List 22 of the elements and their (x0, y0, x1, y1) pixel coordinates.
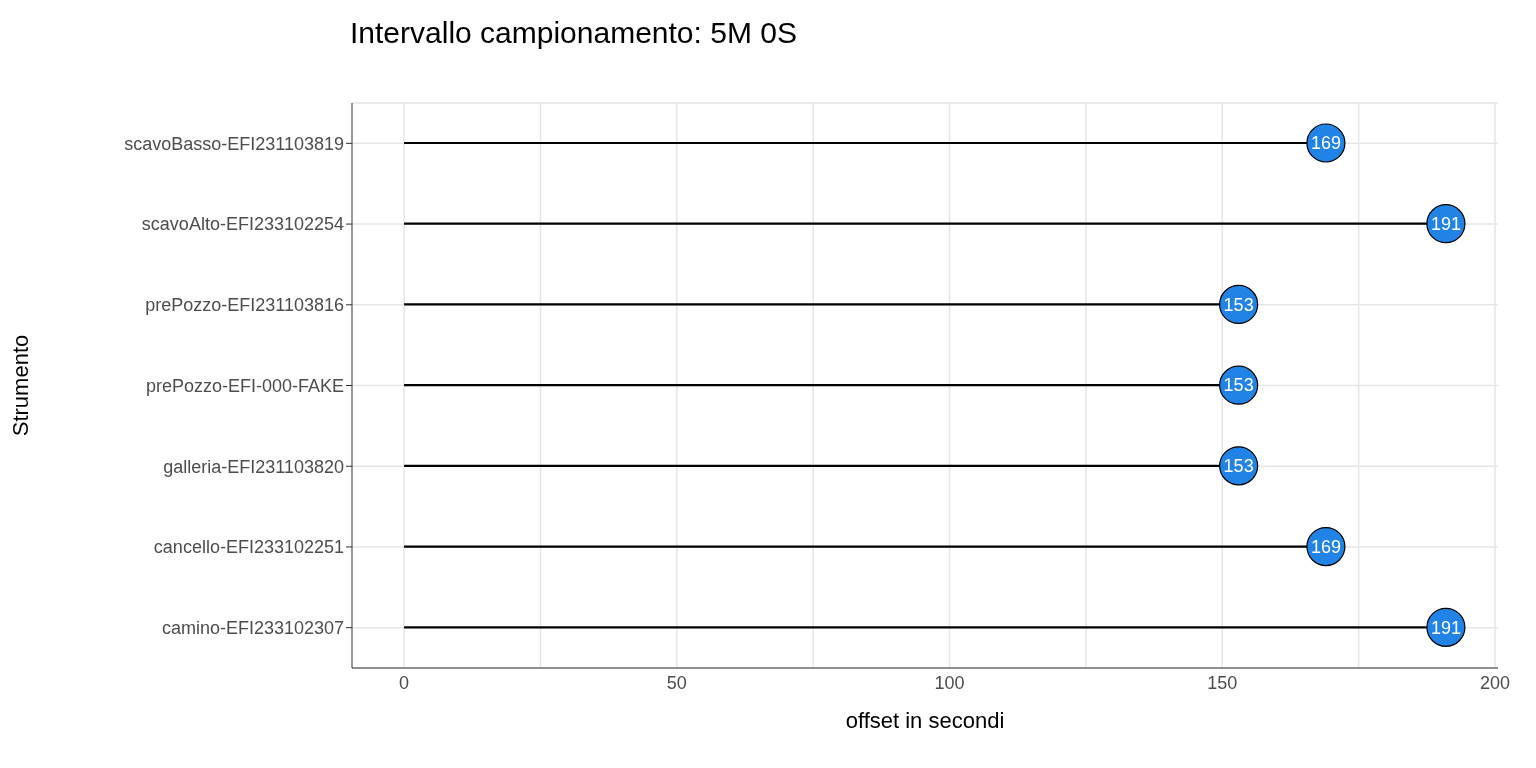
data-label: 169 (1310, 536, 1341, 557)
x-tick-label: 150 (1207, 672, 1238, 693)
chart-title: Intervallo campionamento: 5M 0S (350, 16, 797, 50)
data-label: 153 (1223, 375, 1254, 396)
x-tick-label: 200 (1479, 672, 1511, 693)
data-label: 153 (1223, 294, 1254, 315)
y-tick-label: cancello-EFI233102251 (153, 537, 344, 558)
x-tick-label: 50 (666, 672, 687, 693)
y-tick-label: camino-EFI233102307 (161, 618, 344, 639)
x-tick-label: 0 (399, 672, 410, 693)
y-tick-label: prePozzo-EFI-000-FAKE (145, 375, 344, 396)
y-tick-label: scavoBasso-EFI231103819 (124, 133, 344, 154)
y-tick-label: scavoAlto-EFI233102254 (141, 214, 344, 235)
x-tick-label: 100 (934, 672, 965, 693)
data-label: 169 (1310, 133, 1341, 154)
y-tick-label: galleria-EFI231103820 (163, 456, 344, 477)
x-axis-title: offset in secondi (845, 708, 1005, 733)
data-label: 153 (1223, 456, 1254, 477)
y-tick-label: prePozzo-EFI231103816 (145, 295, 344, 316)
data-label: 191 (1430, 617, 1461, 638)
y-axis-title: Strumento (7, 334, 33, 437)
data-label: 191 (1430, 214, 1461, 235)
